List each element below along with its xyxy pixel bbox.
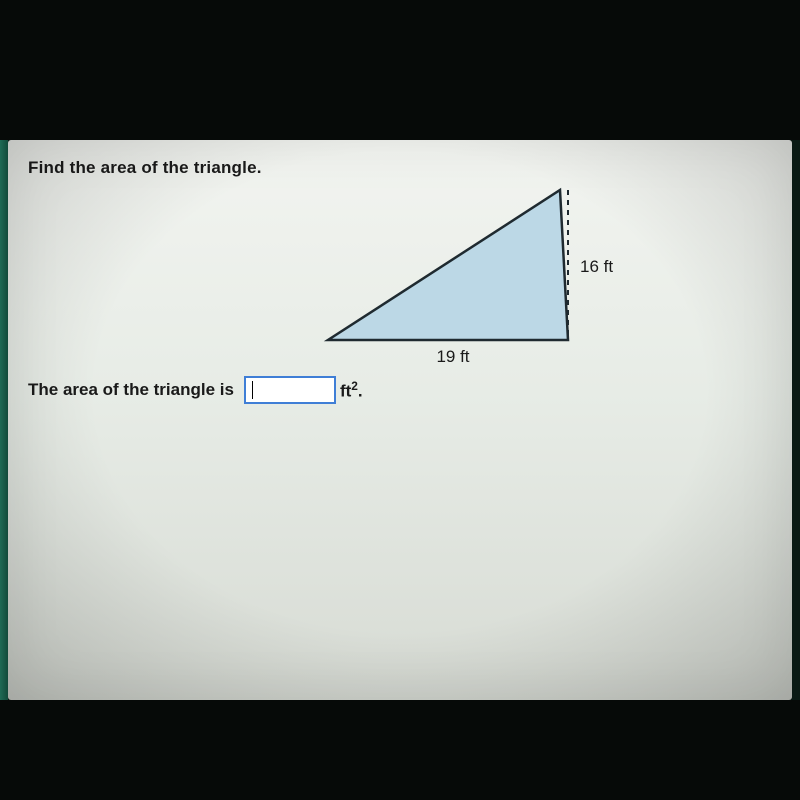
page-left-edge — [0, 140, 8, 700]
triangle-svg: 19 ft 16 ft — [308, 180, 628, 380]
text-cursor — [252, 381, 253, 399]
height-label: 16 ft — [580, 257, 613, 276]
answer-input[interactable] — [244, 376, 336, 404]
answer-unit: ft2. — [340, 379, 363, 402]
triangle-diagram: 19 ft 16 ft — [308, 180, 628, 370]
triangle-shape — [328, 190, 568, 340]
question-text: Find the area of the triangle. — [28, 158, 262, 178]
photo-bottom-band — [0, 700, 800, 800]
answer-row: The area of the triangle is ft2. — [28, 376, 363, 404]
worksheet-page: Find the area of the triangle. 19 ft 16 … — [8, 140, 792, 700]
answer-prefix: The area of the triangle is — [28, 380, 234, 400]
base-label: 19 ft — [436, 347, 469, 366]
photo-top-band — [0, 0, 800, 140]
